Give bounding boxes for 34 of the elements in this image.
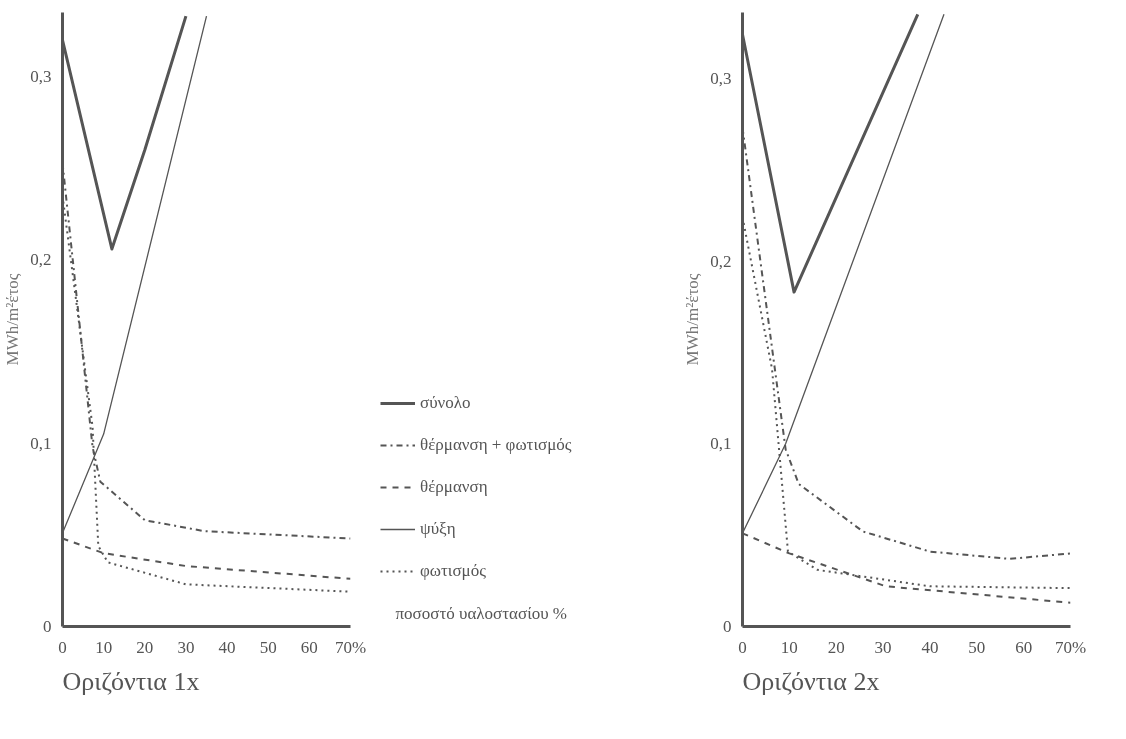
text: Οριζόντια 2x [742,666,880,696]
y-tick-label: 0 [43,617,52,636]
x-tick-label: 50 [968,637,986,657]
y-tick-label: 0 [723,617,732,636]
x-tick-label: 10 [95,637,113,657]
x-tick-label: 40 [921,637,939,657]
x-tick-label: 20 [827,637,845,657]
y-tick-label: 0,3 [710,68,732,88]
x-tick-label: 0 [738,637,747,657]
y-tick-label: 0,2 [30,250,52,270]
y-tick-label: 0,3 [30,67,52,87]
y-axis-title: MWh/m²έτος [3,273,23,366]
y-tick-label: 0,1 [30,433,52,453]
legend-label: φωτισμός [420,561,486,581]
x-tick-label: 30 [874,637,892,657]
x-tick-label: 10 [780,637,798,657]
y-tick-label: 0,1 [710,434,732,454]
x-tick-label: 70% [1054,637,1087,657]
y-tick-label: 0,2 [710,251,732,271]
x-tick-label: 60 [1015,637,1033,657]
x-axis-title: ποσοστό υαλοστασίου % [395,603,568,623]
x-tick-label: 20 [136,637,154,657]
x-tick-label: 60 [300,637,318,657]
y-axis-title: MWh/m²έτος [683,273,703,366]
x-tick-label: 40 [218,637,236,657]
x-tick-label: 70% [334,637,367,657]
x-tick-label: 0 [58,637,67,657]
legend-label: θέρμανση + φωτισμός [420,435,572,455]
legend-label: θέρμανση [420,477,488,497]
legend-label: ψύξη [420,519,456,539]
x-tick-label: 50 [259,637,277,657]
text: Οριζόντια 1x [62,666,200,696]
x-tick-label: 30 [177,637,195,657]
legend-label: σύνολο [420,393,471,413]
